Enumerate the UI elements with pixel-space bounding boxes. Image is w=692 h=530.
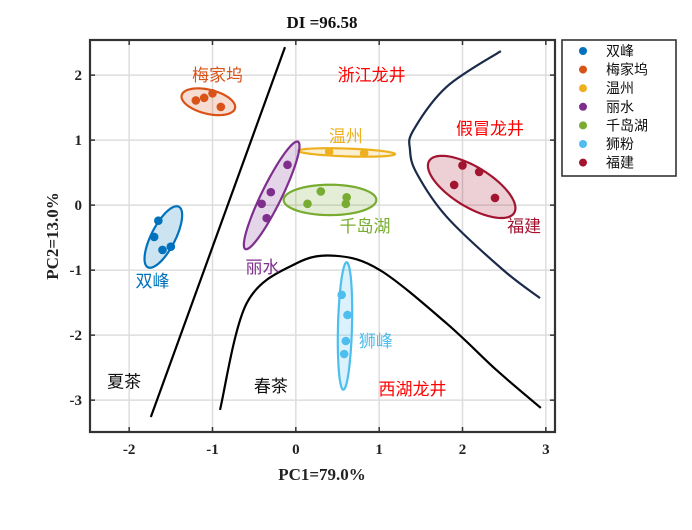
- data-point: [458, 161, 467, 170]
- data-point: [339, 349, 349, 359]
- region-label: 春茶: [254, 377, 288, 396]
- legend-marker: [579, 84, 587, 93]
- region-label: 温州: [329, 127, 363, 146]
- data-point: [303, 199, 312, 209]
- legend-marker: [579, 47, 587, 55]
- data-point: [149, 232, 159, 242]
- region-label: 千岛湖: [340, 217, 391, 236]
- data-point: [208, 89, 217, 98]
- confidence-ellipse: [143, 205, 184, 269]
- grid: [90, 40, 555, 432]
- y-axis-label: PC2=13.0%: [43, 192, 62, 280]
- legend-label: 双峰: [606, 44, 634, 60]
- data-point: [490, 193, 500, 203]
- chart-title: DI =96.58: [286, 13, 357, 32]
- confidence-ellipse: [336, 261, 354, 391]
- data-point: [359, 148, 369, 158]
- y-tick-label: -2: [70, 328, 83, 344]
- data-point: [191, 96, 201, 105]
- data-point: [158, 245, 167, 255]
- legend-marker: [579, 65, 587, 74]
- x-tick-label: -2: [123, 442, 136, 458]
- region-label: 福建: [507, 217, 541, 236]
- legend-box: [561, 39, 677, 177]
- region-label: 西湖龙井: [379, 380, 447, 399]
- y-tick-label: -1: [70, 263, 83, 279]
- data-point: [341, 336, 351, 346]
- axes: -2 -1 0 1 2 3 -3 -2 -1 0 1 2: [70, 38, 557, 458]
- region-label: 梅家坞: [192, 66, 243, 85]
- x-axis-label: PC1=79.0%: [278, 465, 366, 484]
- legend-label: 福建: [606, 156, 634, 172]
- region-label: 浙江龙井: [338, 66, 406, 85]
- data-point: [154, 216, 163, 226]
- confidence-ellipse: [282, 183, 378, 217]
- x-tick-label: -1: [206, 442, 219, 458]
- region-label: 双峰: [136, 272, 170, 291]
- fake-boundary-curve: [408, 50, 541, 299]
- x-tick-label: 2: [459, 442, 467, 458]
- region-label: 狮峰: [359, 332, 393, 351]
- legend-label: 丽水: [606, 100, 634, 116]
- region-label: 假冒龙井: [456, 119, 524, 138]
- data-point: [266, 187, 276, 197]
- data-point: [324, 147, 334, 157]
- data-point: [341, 199, 351, 209]
- region-label: 夏茶: [107, 372, 141, 391]
- data-point: [257, 199, 266, 209]
- x-tick-label: 1: [375, 442, 383, 458]
- legend-marker: [579, 140, 587, 148]
- y-tick-label: 0: [75, 198, 83, 214]
- data-point: [316, 187, 326, 196]
- boundaries: [149, 46, 542, 418]
- summer-spring-line: [149, 46, 287, 418]
- data-point: [166, 242, 176, 252]
- x-tick-label: 0: [292, 442, 300, 458]
- legend-label: 温州: [606, 81, 634, 97]
- data-point: [474, 167, 484, 177]
- y-tick-label: 2: [75, 68, 83, 84]
- xihu-boundary-curve: [218, 254, 542, 411]
- legend-marker: [579, 102, 587, 111]
- data-point: [343, 310, 352, 320]
- data-point: [199, 93, 209, 103]
- data-point: [216, 102, 226, 112]
- data-point: [342, 193, 351, 202]
- points: [149, 89, 500, 359]
- y-tick-label: -3: [70, 393, 83, 409]
- confidence-ellipse: [426, 154, 517, 220]
- data-point: [449, 180, 459, 190]
- data-point: [262, 213, 271, 223]
- legend-marker: [579, 121, 587, 130]
- region-label: 丽水: [246, 258, 280, 277]
- legend-marker: [579, 158, 587, 167]
- x-tick-label: 3: [542, 442, 550, 458]
- data-point: [283, 160, 292, 170]
- data-point: [337, 290, 346, 300]
- confidence-ellipse: [297, 147, 397, 158]
- legend-label: 梅家坞: [606, 62, 648, 79]
- legend-label: 狮粉: [606, 137, 634, 153]
- legend-label: 千岛湖: [606, 118, 648, 134]
- plot-frame: [88, 38, 557, 434]
- y-tick-label: 1: [75, 133, 83, 149]
